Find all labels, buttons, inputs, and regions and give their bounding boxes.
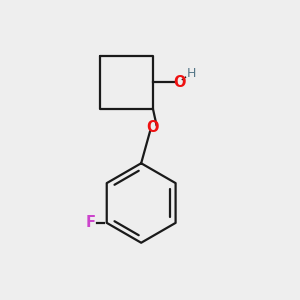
Text: O: O [173,75,186,90]
Text: H: H [187,67,196,80]
Text: O: O [147,120,159,135]
Text: F: F [85,215,95,230]
